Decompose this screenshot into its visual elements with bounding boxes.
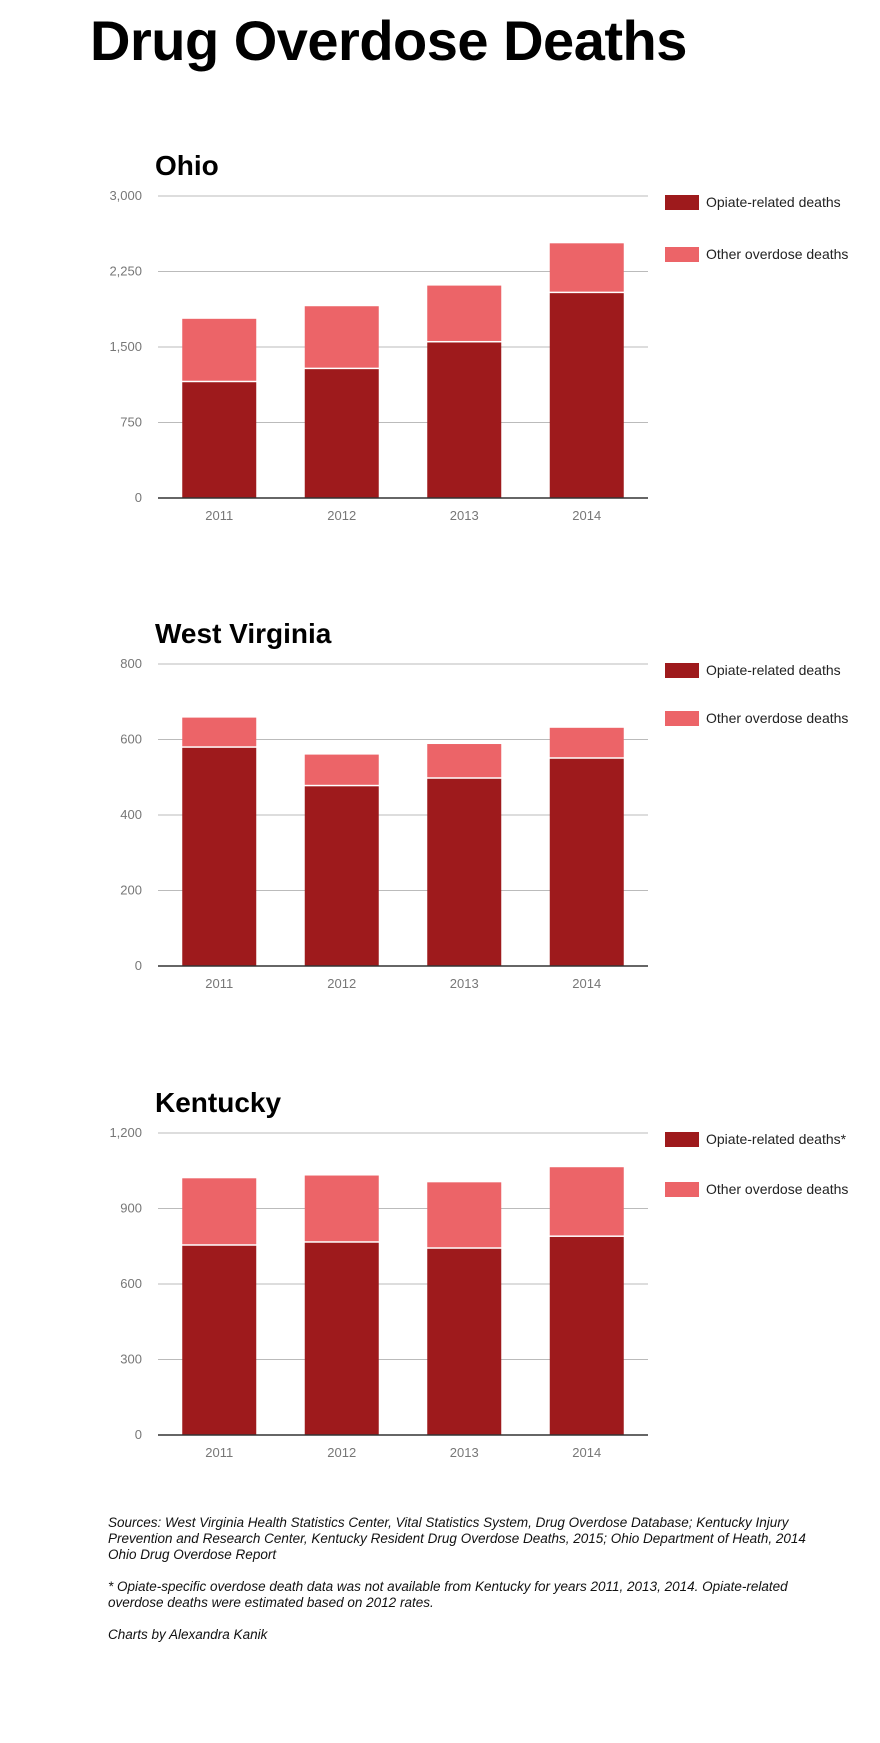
x-tick-label: 2013 — [450, 976, 479, 991]
bar-opiate-2013 — [427, 778, 502, 966]
footer: Sources: West Virginia Health Statistics… — [108, 1515, 828, 1659]
y-tick-label: 3,000 — [109, 188, 142, 203]
y-tick-label: 750 — [120, 415, 142, 430]
y-tick-label: 0 — [135, 490, 142, 505]
bar-opiate-2013 — [427, 1248, 502, 1435]
y-tick-label: 0 — [135, 1427, 142, 1442]
bar-opiate-2014 — [549, 1236, 624, 1435]
bar-opiate-2014 — [549, 293, 624, 498]
legend-swatch-other — [665, 247, 699, 262]
bar-opiate-2013 — [427, 342, 502, 498]
page-title: Drug Overdose Deaths — [90, 9, 687, 72]
credit-text: Charts by Alexandra Kanik — [108, 1627, 268, 1642]
chart-title: Ohio — [155, 150, 219, 181]
x-tick-label: 2012 — [327, 976, 356, 991]
bar-opiate-2012 — [304, 369, 379, 498]
legend-label: Other overdose deaths — [706, 246, 849, 262]
x-tick-label: 2011 — [205, 976, 233, 991]
bar-other-2012 — [304, 306, 379, 368]
y-tick-label: 0 — [135, 958, 142, 973]
bar-other-2014 — [549, 1167, 624, 1236]
chart-kentucky: Kentucky 0 300 600 900 1,200 2011 2012 2013 2014… — [0, 1087, 880, 1477]
y-tick-label: 400 — [120, 807, 142, 822]
bar-opiate-2011 — [182, 1245, 257, 1435]
chart-west-virginia: West Virginia 0 200 400 600 800 2011 2012 2013 2… — [0, 618, 880, 1008]
bar-chart: 0 200 400 600 800 2011 2012 2013 2014 — [120, 656, 648, 991]
x-tick-label: 2011 — [205, 508, 233, 523]
legend-label: Opiate-related deaths* — [706, 1131, 847, 1147]
y-tick-label: 600 — [120, 1276, 142, 1291]
legend-swatch-opiate — [665, 1132, 699, 1147]
bar-other-2012 — [304, 1175, 379, 1242]
legend-swatch-other — [665, 1182, 699, 1197]
bar-other-2013 — [427, 744, 502, 778]
y-tick-label: 900 — [120, 1201, 142, 1216]
x-tick-label: 2011 — [205, 1445, 233, 1460]
x-tick-label: 2014 — [572, 976, 601, 991]
x-tick-label: 2012 — [327, 508, 356, 523]
legend-swatch-opiate — [665, 195, 699, 210]
y-tick-label: 200 — [120, 883, 142, 898]
bar-other-2011 — [182, 318, 257, 381]
legend-label: Other overdose deaths — [706, 1181, 849, 1197]
bar-other-2011 — [182, 717, 257, 747]
y-tick-label: 2,250 — [109, 264, 142, 279]
legend-label: Other overdose deaths — [706, 710, 849, 726]
sources-text: Sources: West Virginia Health Statistics… — [108, 1515, 806, 1562]
x-tick-label: 2012 — [327, 1445, 356, 1460]
y-tick-label: 300 — [120, 1352, 142, 1367]
y-tick-label: 1,200 — [109, 1125, 142, 1140]
legend-swatch-opiate — [665, 663, 699, 678]
bar-other-2014 — [549, 243, 624, 292]
y-tick-label: 800 — [120, 656, 142, 671]
bar-other-2013 — [427, 285, 502, 341]
y-tick-label: 1,500 — [109, 339, 142, 354]
legend-label: Opiate-related deaths — [706, 194, 841, 210]
x-tick-label: 2013 — [450, 508, 479, 523]
footnote-text: * Opiate-specific overdose death data wa… — [108, 1579, 788, 1610]
bar-other-2014 — [549, 727, 624, 758]
bar-other-2011 — [182, 1178, 257, 1245]
x-tick-label: 2013 — [450, 1445, 479, 1460]
legend-swatch-other — [665, 711, 699, 726]
bar-chart: 0 300 600 900 1,200 2011 2012 2013 2014 — [109, 1125, 648, 1460]
bar-opiate-2012 — [304, 786, 379, 966]
legend-label: Opiate-related deaths — [706, 662, 841, 678]
chart-ohio: Ohio 0 750 1,500 2,250 3,000 2011 2012 2013 2014… — [0, 150, 880, 540]
bar-opiate-2014 — [549, 758, 624, 966]
chart-title: West Virginia — [155, 618, 332, 649]
bar-opiate-2011 — [182, 382, 257, 498]
bar-other-2012 — [304, 754, 379, 785]
bar-chart: 0 750 1,500 2,250 3,000 2011 2012 2013 2014 — [109, 188, 648, 523]
bar-opiate-2012 — [304, 1242, 379, 1435]
x-tick-label: 2014 — [572, 1445, 601, 1460]
y-tick-label: 600 — [120, 732, 142, 747]
bar-other-2013 — [427, 1182, 502, 1248]
bar-opiate-2011 — [182, 747, 257, 966]
chart-title: Kentucky — [155, 1087, 282, 1118]
x-tick-label: 2014 — [572, 508, 601, 523]
